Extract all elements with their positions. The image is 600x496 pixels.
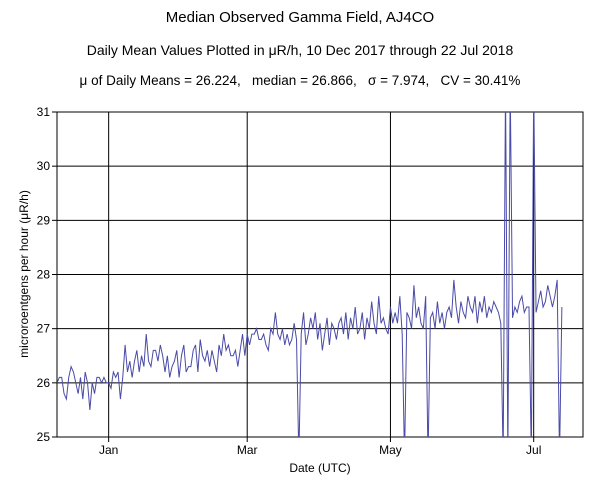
chart-title: Median Observed Gamma Field, AJ4CO <box>165 9 435 26</box>
x-axis: Jan Mar May Jul <box>99 437 541 457</box>
chart-subtitle: Daily Mean Values Plotted in μR/h, 10 De… <box>86 42 514 58</box>
y-axis-title: microroentgens per hour (μR/h) <box>17 190 31 358</box>
y-tick-label: 29 <box>37 213 51 227</box>
x-tick-label: Jul <box>526 443 541 457</box>
series-line <box>57 112 563 437</box>
y-tick-label: 28 <box>37 268 51 282</box>
x-axis-title: Date (UTC) <box>289 461 350 475</box>
y-tick-label: 30 <box>37 159 51 173</box>
y-tick-label: 26 <box>37 376 51 390</box>
x-tick-label: May <box>379 443 402 457</box>
x-tick-label: Mar <box>237 443 258 457</box>
grid-lines <box>57 112 583 437</box>
y-tick-label: 31 <box>37 105 51 119</box>
y-tick-label: 25 <box>37 430 51 444</box>
y-tick-label: 27 <box>37 322 51 336</box>
chart-stats-line: μ of Daily Means = 26.224, median = 26.8… <box>79 73 521 88</box>
y-axis: 25 26 27 28 29 30 31 <box>37 105 57 444</box>
x-tick-label: Jan <box>99 443 118 457</box>
